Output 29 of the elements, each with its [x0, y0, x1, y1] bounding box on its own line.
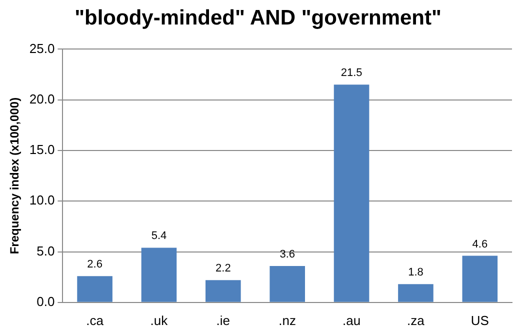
- data-label: 4.6: [472, 238, 488, 250]
- x-tick-label: .au: [342, 312, 361, 328]
- data-label: 5.4: [151, 230, 167, 242]
- x-tick-label: .nz: [278, 312, 296, 328]
- y-tick-label: 15.0: [29, 142, 55, 158]
- y-tick-label: 0.0: [36, 294, 55, 309]
- y-axis-title: Frequency index (x100,000): [8, 97, 22, 254]
- bar: [462, 256, 498, 302]
- y-tick-label: 25.0: [29, 40, 55, 56]
- bar: [141, 248, 177, 302]
- y-tick-label: 20.0: [29, 91, 55, 106]
- data-label: 21.5: [340, 67, 362, 80]
- chart-title: "bloody-minded" AND "government": [74, 6, 442, 30]
- bar: [77, 276, 112, 302]
- y-tick-label: 10.0: [29, 192, 55, 208]
- bar: [206, 280, 241, 302]
- x-tick-label: .uk: [150, 312, 168, 328]
- bar: [334, 84, 370, 302]
- data-label: 1.8: [408, 266, 424, 279]
- bar: [270, 266, 305, 302]
- y-tick-label: 5.0: [36, 243, 55, 258]
- x-tick-label: .ie: [216, 312, 230, 328]
- data-label: 2.2: [216, 262, 231, 275]
- x-tick-label: US: [470, 312, 490, 328]
- x-tick-label: .ca: [86, 312, 104, 328]
- x-tick-label: .za: [407, 312, 426, 328]
- data-label: 2.6: [87, 258, 102, 271]
- data-label: 3.6: [280, 248, 295, 260]
- bar: [398, 284, 434, 302]
